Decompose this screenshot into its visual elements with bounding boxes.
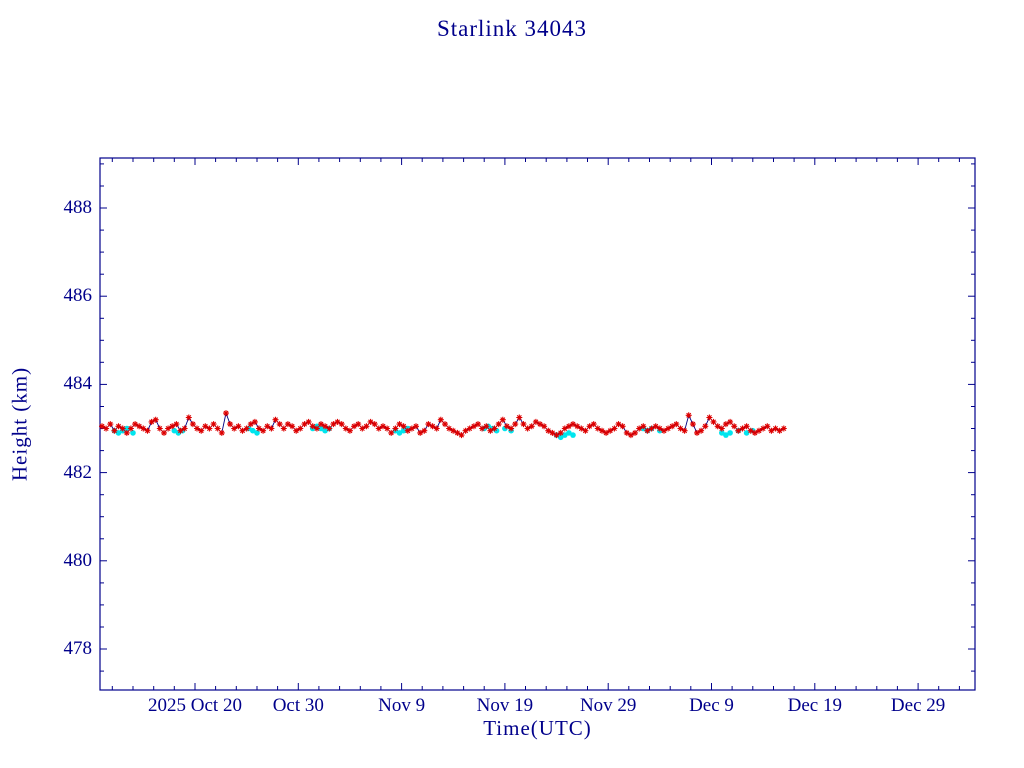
x-tick-label: Nov 29 [579, 695, 637, 716]
y-tick-label: 482 [63, 461, 93, 483]
data-point-secondary [318, 425, 324, 432]
data-point-secondary [254, 430, 260, 436]
y-tick-label: 486 [63, 285, 93, 307]
data-point-secondary [557, 434, 564, 441]
data-point-secondary [562, 432, 568, 438]
data-point-secondary [171, 427, 178, 434]
x-axis-label: Time(UTC) [483, 716, 592, 740]
data-point-secondary [250, 427, 256, 434]
data-point-secondary [719, 430, 725, 436]
x-tick-label: Dec 19 [787, 695, 842, 716]
data-line [101, 411, 785, 436]
chart-title: Starlink 34043 [436, 16, 588, 41]
data-point-secondary [566, 430, 572, 436]
data-point-secondary [322, 427, 328, 434]
data-point-secondary [396, 430, 403, 436]
data-point-secondary [743, 430, 750, 436]
data-point-secondary [723, 432, 729, 438]
x-tick-label: Dec 29 [890, 695, 946, 716]
data-point-secondary [727, 430, 733, 436]
data-point-secondary [115, 430, 122, 436]
y-tick-label: 478 [63, 638, 93, 659]
x-tick-label: Nov 9 [378, 695, 426, 716]
y-tick-label: 480 [63, 549, 93, 571]
data-point-secondary [400, 427, 407, 434]
data-point-secondary [130, 430, 136, 436]
data-point-markers [99, 410, 787, 439]
y-tick-label: 484 [63, 373, 93, 395]
x-tick-label: Oct 30 [272, 695, 324, 716]
data-point-secondary [570, 432, 576, 438]
x-tick-label: Nov 19 [476, 695, 534, 716]
plot-frame [99, 157, 976, 691]
data-point-secondary [124, 425, 130, 432]
x-tick-label: 2025 Oct 20 [148, 695, 242, 716]
y-tick-label: 488 [63, 197, 93, 218]
x-tick-label: Dec 9 [689, 695, 734, 716]
